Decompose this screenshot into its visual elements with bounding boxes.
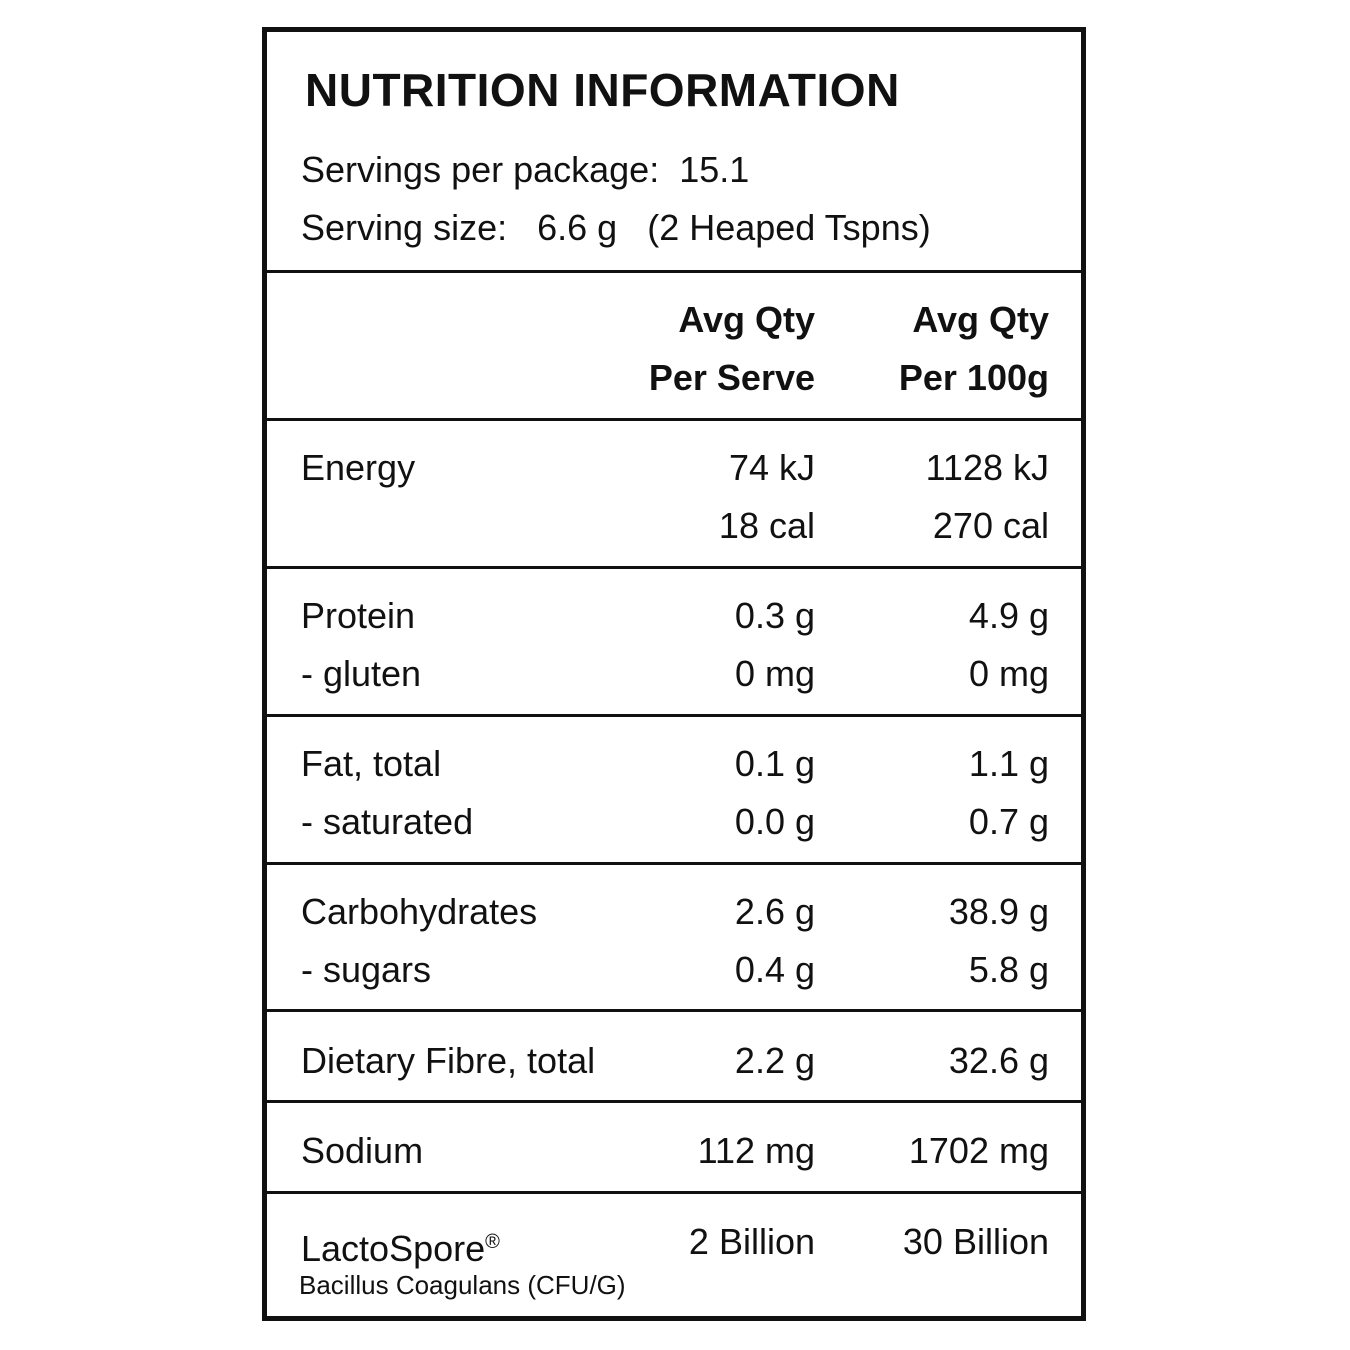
row-serve: 2.6 g (734, 891, 815, 932)
row-per100: 32.6 g (948, 1040, 1049, 1081)
row-per100: 30 Billion (902, 1221, 1049, 1262)
row-label: Protein (301, 595, 416, 636)
servings-label: Servings per package: (301, 149, 660, 190)
row-sodium: Sodium 112 mg 1702 mg (267, 1103, 1081, 1194)
row-per100-2: 0.7 g (968, 801, 1049, 842)
lactospore-label: LactoSpore (301, 1228, 486, 1269)
row-serve: 2 Billion (688, 1221, 815, 1262)
nutrition-panel: NUTRITION INFORMATION Servings per packa… (262, 27, 1086, 1321)
row-serve: 0.3 g (734, 595, 815, 636)
header-section: NUTRITION INFORMATION Servings per packa… (267, 32, 1081, 273)
serving-size: Serving size: 6.6 g (2 Heaped Tspns) (301, 208, 931, 248)
servings-per-package: Servings per package: 15.1 (301, 150, 749, 190)
registered-mark: ® (485, 1231, 500, 1253)
col-serve-line2: Per Serve (648, 357, 815, 398)
row-sublabel: - sugars (301, 949, 432, 990)
row-per100-2: 270 cal (932, 505, 1049, 546)
row-per100: 4.9 g (968, 595, 1049, 636)
serving-size-label: Serving size: (301, 207, 508, 248)
panel-title: NUTRITION INFORMATION (305, 64, 900, 116)
row-protein: Protein 0.3 g 4.9 g - gluten 0 mg 0 mg (267, 569, 1081, 717)
col-100g-line1: Avg Qty (912, 299, 1049, 340)
row-sublabel: Bacillus Coagulans (CFU/G) (299, 1270, 626, 1300)
row-sublabel: - saturated (301, 801, 474, 842)
col-100g-line2: Per 100g (898, 357, 1049, 398)
row-label: LactoSpore® (301, 1222, 500, 1269)
serving-size-note: (2 Heaped Tspns) (647, 207, 931, 248)
row-per100: 1.1 g (968, 743, 1049, 784)
serving-size-value: 6.6 g (537, 207, 618, 248)
row-per100: 1702 mg (908, 1130, 1049, 1171)
row-fat: Fat, total 0.1 g 1.1 g - saturated 0.0 g… (267, 717, 1081, 865)
row-serve: 74 kJ (728, 447, 815, 488)
row-per100: 38.9 g (948, 891, 1049, 932)
row-serve: 0.1 g (734, 743, 815, 784)
row-per100: 1128 kJ (925, 447, 1049, 488)
row-serve-2: 0.4 g (734, 949, 815, 990)
row-serve-2: 0 mg (734, 653, 815, 694)
row-serve: 2.2 g (734, 1040, 815, 1081)
row-energy: Energy 74 kJ 1128 kJ 18 cal 270 cal (267, 421, 1081, 569)
row-serve-2: 0.0 g (734, 801, 815, 842)
row-serve: 112 mg (697, 1130, 815, 1171)
row-carbohydrates: Carbohydrates 2.6 g 38.9 g - sugars 0.4 … (267, 865, 1081, 1012)
row-label: Fat, total (301, 743, 442, 784)
row-sublabel: - gluten (301, 653, 422, 694)
row-label: Sodium (301, 1130, 424, 1171)
row-label: Energy (301, 447, 416, 488)
row-per100-2: 5.8 g (968, 949, 1049, 990)
row-label: Carbohydrates (301, 891, 538, 932)
row-lactospore: LactoSpore® 2 Billion 30 Billion Bacillu… (267, 1194, 1081, 1316)
row-per100-2: 0 mg (968, 653, 1049, 694)
row-label: Dietary Fibre, total (301, 1040, 596, 1081)
servings-value: 15.1 (679, 149, 750, 190)
col-serve-line1: Avg Qty (678, 299, 815, 340)
row-dietary-fibre: Dietary Fibre, total 2.2 g 32.6 g (267, 1012, 1081, 1103)
column-header-section: Avg Qty Per Serve Avg Qty Per 100g (267, 273, 1081, 421)
row-serve-2: 18 cal (718, 505, 815, 546)
